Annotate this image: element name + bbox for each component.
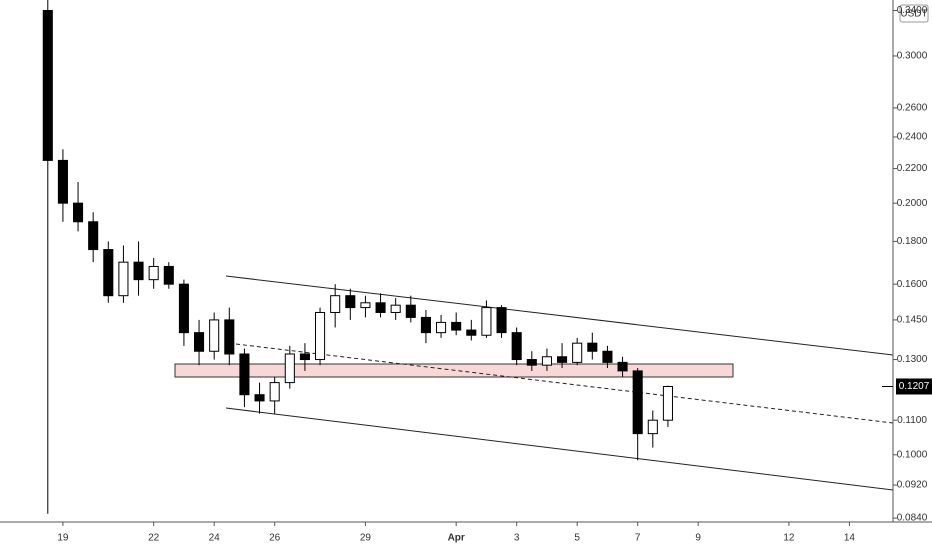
candle-body bbox=[163, 265, 174, 285]
x-tick-label: 12 bbox=[783, 533, 795, 544]
candle-body bbox=[390, 304, 401, 313]
y-tick-label: 0.2400 bbox=[897, 132, 928, 143]
x-tick-label: 22 bbox=[148, 533, 160, 544]
channel-upper bbox=[225, 275, 894, 356]
candle-body bbox=[572, 342, 583, 363]
candle-body bbox=[557, 356, 568, 363]
candle-body bbox=[420, 316, 431, 334]
candle-body bbox=[466, 329, 477, 336]
candle-body bbox=[42, 10, 53, 161]
candle-body bbox=[617, 361, 628, 372]
last-price-label: 0.1207 bbox=[899, 381, 930, 392]
x-tick-label: 19 bbox=[57, 533, 69, 544]
candle-body bbox=[662, 385, 673, 421]
candle-body bbox=[405, 304, 416, 318]
x-tick-label: 3 bbox=[514, 533, 520, 544]
candle-body bbox=[57, 159, 68, 204]
candle-body bbox=[511, 332, 522, 361]
candle-body bbox=[481, 307, 492, 336]
candle-body bbox=[254, 394, 265, 402]
y-tick-label: 0.0920 bbox=[897, 480, 928, 491]
candle-body bbox=[647, 419, 658, 435]
y-tick-label: 0.0840 bbox=[897, 513, 928, 524]
channel-midline bbox=[235, 343, 894, 424]
y-tick-label: 0.1800 bbox=[897, 236, 928, 247]
candle-body bbox=[375, 302, 386, 313]
currency-label: USDT bbox=[900, 9, 927, 20]
candle-body bbox=[73, 202, 84, 223]
candle-body bbox=[103, 249, 114, 297]
candle-body bbox=[496, 307, 507, 334]
x-tick-label: 9 bbox=[695, 533, 701, 544]
candle-body bbox=[632, 370, 643, 435]
x-tick-label: 24 bbox=[209, 533, 221, 544]
candle-body bbox=[345, 295, 356, 309]
candle-body bbox=[284, 353, 295, 384]
y-tick-label: 0.1450 bbox=[897, 315, 928, 326]
currency-badge[interactable] bbox=[899, 4, 929, 23]
x-tick-label: 7 bbox=[635, 533, 641, 544]
last-price-badge bbox=[896, 378, 932, 395]
candle-body bbox=[436, 321, 447, 334]
candle-body bbox=[330, 295, 341, 313]
candle-body bbox=[315, 311, 326, 361]
candle-body bbox=[209, 319, 220, 352]
y-tick-label: 0.2000 bbox=[897, 198, 928, 209]
y-tick-label: 0.1100 bbox=[897, 415, 927, 426]
x-tick-label: 29 bbox=[360, 533, 372, 544]
candle-body bbox=[451, 321, 462, 331]
candle-body bbox=[360, 302, 371, 309]
candle-body bbox=[541, 356, 552, 366]
candle-body bbox=[88, 221, 99, 251]
y-tick-label: 0.3400 bbox=[897, 5, 928, 16]
candle-body bbox=[178, 283, 189, 334]
candle-body bbox=[299, 353, 310, 361]
y-tick-label: 0.1600 bbox=[897, 279, 928, 290]
candle-body bbox=[194, 332, 205, 352]
channel-lower bbox=[225, 407, 894, 491]
candle-body bbox=[602, 350, 613, 363]
candle-body bbox=[118, 261, 129, 297]
x-tick-label: Apr bbox=[448, 533, 465, 544]
y-tick-label: 0.1300 bbox=[897, 354, 928, 365]
candle-body bbox=[587, 342, 598, 352]
y-tick-label: 0.2200 bbox=[897, 163, 928, 174]
candle-body bbox=[224, 319, 235, 355]
candle-body bbox=[148, 265, 159, 281]
candle-body bbox=[526, 359, 537, 366]
candle-body bbox=[269, 382, 280, 402]
candle-body bbox=[239, 353, 250, 396]
x-tick-label: 14 bbox=[844, 533, 856, 544]
y-tick-label: 0.3000 bbox=[897, 51, 928, 62]
x-tick-label: 5 bbox=[574, 533, 580, 544]
x-tick-label: 26 bbox=[269, 533, 281, 544]
y-tick-label: 0.2600 bbox=[897, 103, 928, 114]
candle-body bbox=[133, 261, 144, 281]
y-tick-label: 0.1000 bbox=[897, 449, 928, 460]
